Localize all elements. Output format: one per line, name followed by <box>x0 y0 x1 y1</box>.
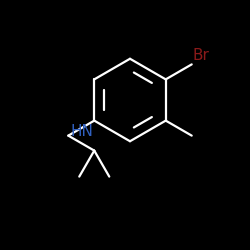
Text: HN: HN <box>71 124 94 140</box>
Text: Br: Br <box>193 48 210 63</box>
